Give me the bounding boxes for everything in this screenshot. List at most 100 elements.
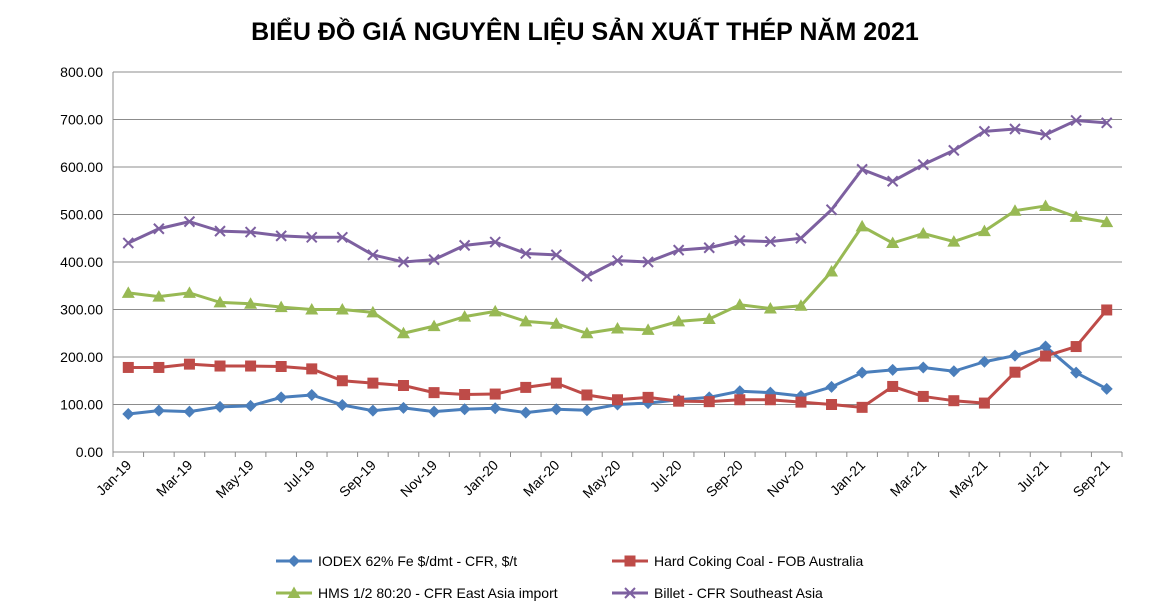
series-line <box>127 118 1107 278</box>
data-point <box>275 230 287 242</box>
data-point <box>977 224 991 237</box>
data-point <box>1069 210 1083 222</box>
data-point <box>612 394 623 406</box>
data-point <box>182 286 196 298</box>
data-point <box>489 388 501 400</box>
data-point <box>305 303 319 315</box>
legend-label: IODEX 62% Fe $/dmt - CFR, $/t <box>318 553 517 569</box>
data-point <box>519 314 533 327</box>
data-point <box>366 305 380 318</box>
data-point <box>121 286 135 298</box>
data-point <box>183 405 196 418</box>
data-point <box>947 235 961 247</box>
data-point <box>428 405 441 418</box>
data-point <box>611 254 624 267</box>
data-point <box>520 381 532 393</box>
data-point <box>948 395 960 407</box>
legend-item: HMS 1/2 80:20 - CFR East Asia import <box>276 585 558 601</box>
y-tick-label: 600.00 <box>60 159 103 175</box>
data-point <box>917 390 929 402</box>
x-tick-label: Nov-19 <box>397 457 440 500</box>
data-point <box>978 355 991 368</box>
data-point <box>458 239 471 252</box>
data-point <box>856 163 868 176</box>
data-point <box>336 398 349 411</box>
data-point <box>580 326 594 339</box>
data-point <box>488 304 502 317</box>
data-point <box>887 380 899 392</box>
data-point <box>1101 117 1113 129</box>
x-tick-label: Nov-20 <box>764 457 807 500</box>
data-point <box>397 256 410 268</box>
x-tick-label: Jul-19 <box>280 457 318 495</box>
x-tick-label: May-19 <box>212 457 256 501</box>
data-point <box>581 270 593 282</box>
data-point <box>397 380 409 391</box>
data-point <box>458 403 471 416</box>
data-point <box>336 231 349 244</box>
data-point <box>624 555 636 567</box>
data-point <box>733 298 747 310</box>
y-tick-label: 100.00 <box>60 397 103 413</box>
data-point <box>855 219 869 232</box>
data-point <box>702 312 716 324</box>
series-3 <box>121 199 1114 339</box>
legend: IODEX 62% Fe $/dmt - CFR, $/t Hard Coking… <box>276 553 864 601</box>
data-point <box>428 253 440 266</box>
y-tick-label: 0.00 <box>76 444 103 460</box>
data-point <box>153 361 165 373</box>
data-point <box>458 310 472 322</box>
data-point <box>794 299 808 311</box>
data-point <box>152 290 166 302</box>
data-point <box>550 377 562 389</box>
data-point <box>459 389 471 401</box>
data-point <box>367 377 379 389</box>
data-point <box>1008 204 1022 216</box>
data-point <box>550 249 563 261</box>
y-tick-label: 300.00 <box>60 302 103 318</box>
legend-label: Hard Coking Coal - FOB Australia <box>654 553 864 569</box>
series-line <box>128 204 1107 335</box>
data-point <box>214 360 226 372</box>
legend-item: Hard Coking Coal - FOB Australia <box>612 553 864 569</box>
x-tick-label: Jul-20 <box>646 457 684 495</box>
data-point <box>244 297 258 309</box>
y-tick-label: 800.00 <box>60 64 103 80</box>
data-point <box>917 158 929 171</box>
data-point <box>763 302 777 314</box>
data-point <box>520 247 532 260</box>
y-tick-label: 500.00 <box>60 207 103 223</box>
data-point <box>306 231 318 244</box>
data-point <box>673 395 685 407</box>
data-point <box>733 385 746 398</box>
x-tick-label: Jan-20 <box>460 457 502 499</box>
data-point <box>213 295 227 308</box>
data-point <box>672 244 685 256</box>
data-point <box>1039 340 1052 353</box>
legend-label: Billet - CFR Southeast Asia <box>654 585 823 601</box>
data-point <box>825 204 838 216</box>
x-tick-label: Sep-19 <box>336 457 379 500</box>
data-point <box>519 406 532 419</box>
data-point <box>335 303 349 315</box>
data-point <box>581 389 593 401</box>
data-point <box>1101 304 1113 316</box>
data-point <box>1008 349 1021 362</box>
data-point <box>886 175 899 187</box>
data-point <box>245 360 257 372</box>
data-point <box>978 125 991 138</box>
data-point <box>244 226 257 238</box>
data-point <box>795 232 807 244</box>
data-point <box>978 397 990 409</box>
data-point <box>489 402 502 415</box>
data-point <box>336 375 348 387</box>
data-point <box>1009 123 1021 135</box>
data-point <box>1009 366 1021 378</box>
data-point <box>672 314 686 327</box>
x-tick-label: Sep-21 <box>1070 457 1113 500</box>
series-2 <box>122 304 1113 413</box>
x-tick-label: May-21 <box>946 457 990 501</box>
data-point <box>624 587 636 599</box>
data-point <box>550 403 563 416</box>
x-tick-label: Jan-21 <box>827 457 869 499</box>
